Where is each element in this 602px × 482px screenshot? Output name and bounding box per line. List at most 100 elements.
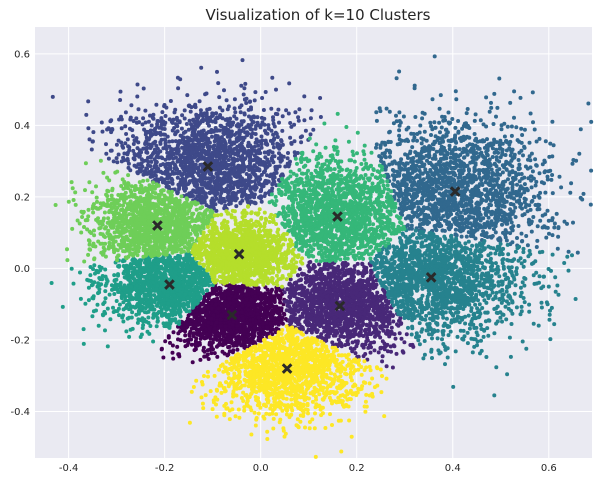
data-point xyxy=(319,332,324,337)
data-point xyxy=(233,294,237,299)
data-point xyxy=(259,145,264,150)
data-point xyxy=(239,83,244,88)
data-point xyxy=(86,126,91,131)
data-point xyxy=(271,145,276,150)
data-point xyxy=(115,160,120,165)
data-point xyxy=(321,318,326,323)
data-point xyxy=(360,318,365,323)
data-point xyxy=(266,126,271,131)
data-point xyxy=(353,351,358,356)
data-point xyxy=(341,288,345,293)
data-point xyxy=(299,140,304,145)
data-point xyxy=(149,123,154,128)
data-point xyxy=(307,260,312,265)
data-point xyxy=(252,98,257,103)
data-point xyxy=(329,294,334,298)
data-point xyxy=(377,330,381,335)
data-point xyxy=(141,116,146,121)
data-point xyxy=(269,296,274,301)
data-point xyxy=(213,128,218,133)
data-point xyxy=(125,157,130,161)
data-point xyxy=(517,162,522,167)
data-point xyxy=(202,349,207,354)
data-point xyxy=(269,304,274,309)
data-point xyxy=(359,280,364,285)
data-point xyxy=(203,141,207,146)
data-point xyxy=(186,340,191,345)
data-point xyxy=(232,106,237,111)
data-point xyxy=(227,296,232,301)
data-point xyxy=(268,315,273,319)
data-point xyxy=(199,301,204,306)
data-point xyxy=(247,288,251,293)
data-point xyxy=(191,124,196,129)
data-point xyxy=(288,121,293,125)
data-point xyxy=(157,125,162,130)
data-point xyxy=(167,139,172,144)
data-point xyxy=(371,298,376,302)
data-point xyxy=(221,334,226,339)
data-point xyxy=(340,334,344,339)
data-point xyxy=(123,141,128,146)
data-point xyxy=(193,142,198,147)
data-point xyxy=(250,291,255,296)
data-point xyxy=(216,306,221,311)
data-point xyxy=(357,285,362,290)
data-point xyxy=(268,292,273,297)
data-point xyxy=(216,115,221,120)
data-point xyxy=(357,333,362,338)
data-point xyxy=(183,177,188,182)
data-point xyxy=(126,161,131,166)
data-point xyxy=(257,139,262,144)
data-point xyxy=(248,187,253,192)
data-point xyxy=(245,130,250,135)
data-point xyxy=(348,270,353,275)
data-point xyxy=(205,305,210,310)
data-point xyxy=(371,308,376,313)
data-point xyxy=(242,97,247,102)
data-point xyxy=(214,320,219,325)
data-point xyxy=(226,303,230,308)
data-point xyxy=(210,286,215,291)
data-point xyxy=(162,103,167,107)
data-point xyxy=(143,120,148,125)
data-point xyxy=(314,277,319,281)
data-point xyxy=(277,312,282,317)
data-point xyxy=(374,110,379,115)
data-point xyxy=(248,126,252,130)
data-point xyxy=(213,298,218,303)
data-point xyxy=(185,93,190,98)
data-point xyxy=(345,316,350,321)
data-point xyxy=(186,173,191,178)
data-point xyxy=(232,97,237,102)
data-point xyxy=(205,145,210,149)
data-point xyxy=(266,123,271,128)
data-point xyxy=(197,99,202,104)
data-point xyxy=(243,193,248,198)
data-point xyxy=(263,309,268,314)
data-point xyxy=(246,144,251,149)
data-point xyxy=(271,132,276,137)
data-point xyxy=(159,119,164,124)
data-point xyxy=(278,157,283,162)
data-point xyxy=(254,124,258,128)
data-point xyxy=(182,116,187,121)
data-point xyxy=(184,122,189,126)
data-point xyxy=(192,313,197,318)
data-point xyxy=(250,115,254,120)
data-point xyxy=(192,132,197,137)
data-point xyxy=(362,311,366,316)
data-point xyxy=(249,303,254,308)
data-point xyxy=(120,144,125,148)
data-point xyxy=(351,295,356,300)
data-point xyxy=(215,354,220,359)
data-point xyxy=(418,123,423,128)
data-point xyxy=(244,101,249,105)
data-point xyxy=(382,317,387,322)
data-point xyxy=(327,282,332,287)
data-point xyxy=(118,98,123,102)
data-point xyxy=(318,115,323,119)
data-point xyxy=(380,339,385,344)
data-point xyxy=(266,179,271,184)
